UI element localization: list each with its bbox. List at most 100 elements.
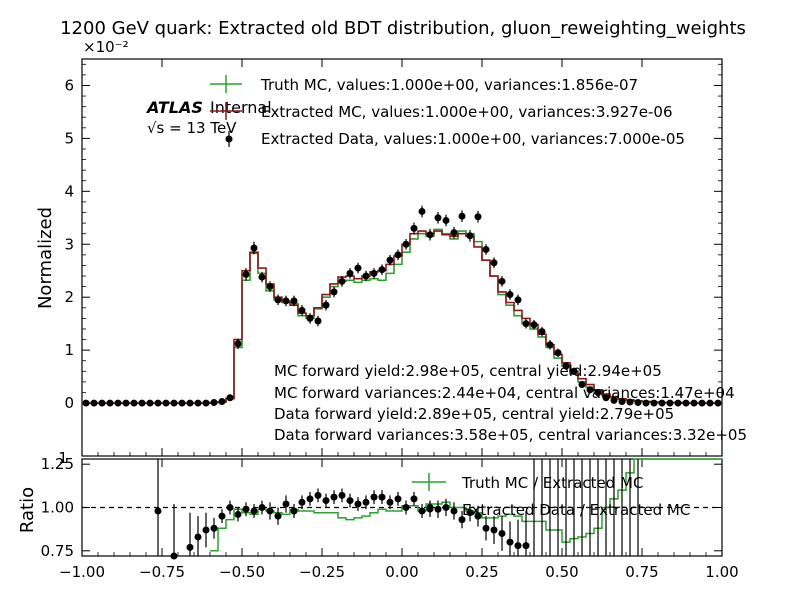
- data-point: [522, 320, 530, 328]
- data-point: [402, 240, 410, 248]
- ratio-data-point: [194, 533, 202, 541]
- ratio-data-point: [202, 526, 210, 534]
- ratio-x-tick-label: 0.00: [385, 563, 418, 581]
- ratio-data-point: [466, 509, 474, 517]
- data-point: [258, 273, 266, 281]
- main-y-tick-label: 5: [64, 129, 74, 147]
- data-point: [474, 213, 482, 221]
- ratio-data-point: [442, 504, 450, 511]
- data-point: [282, 297, 290, 305]
- energy-label: √s = 13 TeV: [147, 119, 237, 137]
- data-point: [530, 321, 538, 329]
- data-point: [370, 269, 378, 277]
- data-point: [306, 314, 314, 322]
- ratio-data-point: [386, 498, 394, 506]
- data-point: [506, 291, 514, 299]
- data-point: [346, 269, 354, 277]
- data-point: [266, 283, 274, 291]
- data-point: [490, 259, 498, 267]
- ratio-plot-content: [82, 458, 722, 560]
- data-point: [634, 399, 642, 407]
- data-point: [170, 399, 178, 407]
- data-point: [458, 212, 466, 220]
- ratio-data-point: [218, 512, 226, 520]
- ratio-data-point: [210, 524, 218, 532]
- data-point: [618, 397, 626, 405]
- ratio-data-point: [306, 495, 314, 503]
- ratio-x-tick-label: −0.75: [139, 563, 185, 581]
- data-point: [138, 399, 146, 407]
- data-point: [666, 399, 674, 407]
- data-point: [354, 264, 362, 272]
- data-point: [594, 388, 602, 396]
- data-point: [466, 232, 474, 240]
- main-y-tick-label: 1: [64, 341, 74, 359]
- ratio-data-point: [354, 500, 362, 508]
- data-point: [418, 207, 426, 215]
- ratio-y-tick-label: 1.25: [41, 455, 74, 473]
- legend-extracted-data-label: Extracted Data, values:1.000e+00, varian…: [261, 130, 685, 148]
- ratio-data-point: [418, 507, 426, 515]
- data-point: [202, 399, 210, 407]
- ratio-y-tick-label: 0.75: [41, 542, 74, 560]
- data-point: [90, 399, 98, 407]
- ratio-data-point: [506, 538, 514, 546]
- annotation-data-yield: Data forward yield:2.89e+05, central yie…: [274, 405, 674, 423]
- ratio-data-point: [170, 552, 178, 560]
- data-point: [194, 399, 202, 407]
- ratio-data-point: [274, 512, 282, 520]
- ratio-data-point: [250, 507, 258, 515]
- ratio-data-point: [226, 504, 234, 511]
- data-point: [442, 216, 450, 224]
- ratio-axis-ticks: 0.75 1.00 1.25 −1.00 −0.75 −0.50 −0.25 0.00 0.25…: [41, 452, 739, 581]
- data-point: [122, 399, 130, 407]
- ratio-x-tick-label: −1.00: [59, 563, 105, 581]
- yield-annotations: MC forward yield:2.98e+05, central yield…: [274, 362, 747, 444]
- ratio-data-point: [378, 493, 386, 501]
- data-point: [114, 399, 122, 407]
- data-point: [514, 296, 522, 304]
- data-point: [658, 399, 666, 407]
- data-point: [298, 306, 306, 314]
- data-point: [642, 399, 650, 407]
- data-point: [162, 399, 170, 407]
- main-y-tick-label: 2: [64, 288, 74, 306]
- ratio-x-tick-label: 0.75: [625, 563, 658, 581]
- data-point: [698, 399, 706, 407]
- ratio-data-point: [402, 504, 410, 511]
- data-point: [626, 398, 634, 406]
- ratio-x-tick-label: 0.25: [465, 563, 498, 581]
- ratio-data-point: [322, 497, 330, 505]
- data-point: [274, 296, 282, 304]
- main-y-extra-tick-label: 1: [58, 449, 68, 467]
- data-point: [394, 251, 402, 259]
- legend-ratio-data-label: Extracted Data / Extracted MC: [462, 501, 690, 519]
- data-point: [362, 272, 370, 280]
- data-point: [250, 244, 258, 252]
- data-point: [450, 229, 458, 237]
- data-point: [330, 288, 338, 296]
- ratio-data-point: [482, 524, 490, 532]
- legend-extracted-mc-label: Extracted MC, values:1.000e+00, variance…: [261, 103, 673, 121]
- data-point: [154, 399, 162, 407]
- ratio-x-tick-label: 1.00: [705, 563, 738, 581]
- ratio-data-point: [338, 491, 346, 499]
- ratio-data-point: [410, 495, 418, 503]
- main-y-tick-label: 0: [64, 394, 74, 412]
- data-point: [538, 328, 546, 336]
- ratio-data-point: [298, 498, 306, 506]
- data-point: [690, 399, 698, 407]
- data-point: [682, 399, 690, 407]
- ratio-truth-mc-step-line: [210, 458, 722, 552]
- data-point: [378, 266, 386, 274]
- ratio-data-point: [234, 510, 242, 518]
- data-point: [218, 397, 226, 405]
- main-plot-content: [82, 205, 722, 407]
- extracted-mc-step-line: [82, 230, 722, 404]
- ratio-x-tick-label: −0.25: [299, 563, 345, 581]
- data-point: [290, 297, 298, 305]
- ratio-data-point: [474, 512, 482, 520]
- data-point: [146, 399, 154, 407]
- data-point: [570, 367, 578, 375]
